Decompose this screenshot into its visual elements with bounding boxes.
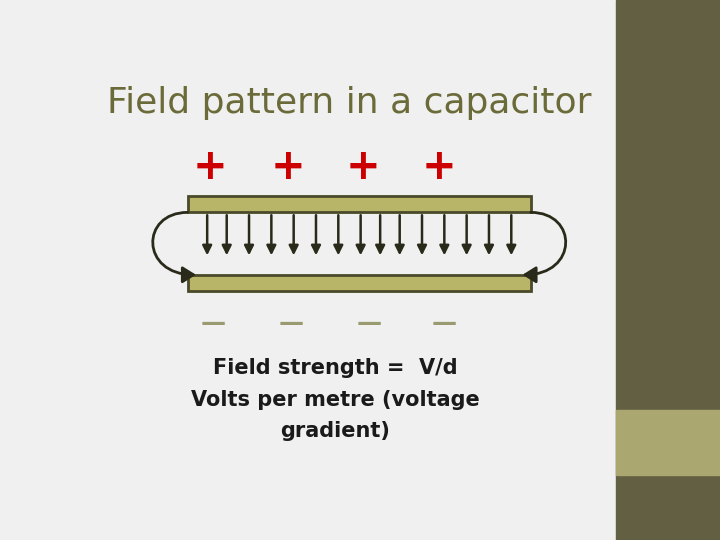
Text: +: +: [346, 146, 381, 188]
Text: +: +: [271, 146, 305, 188]
Text: gradient): gradient): [281, 421, 390, 441]
Text: +: +: [421, 146, 456, 188]
Text: —: —: [279, 310, 303, 335]
Bar: [188, 275, 531, 292]
Bar: [188, 196, 531, 212]
Text: —: —: [356, 310, 382, 335]
Text: —: —: [200, 310, 225, 335]
FancyArrowPatch shape: [153, 212, 194, 282]
Text: Volts per metre (voltage: Volts per metre (voltage: [191, 389, 480, 409]
FancyArrowPatch shape: [525, 212, 566, 282]
Text: +: +: [192, 146, 228, 188]
Text: Field pattern in a capacitor: Field pattern in a capacitor: [107, 85, 591, 119]
Text: Field strength =  V/d: Field strength = V/d: [213, 359, 458, 379]
Bar: [188, 196, 531, 212]
Text: —: —: [432, 310, 457, 335]
Bar: [188, 275, 531, 292]
